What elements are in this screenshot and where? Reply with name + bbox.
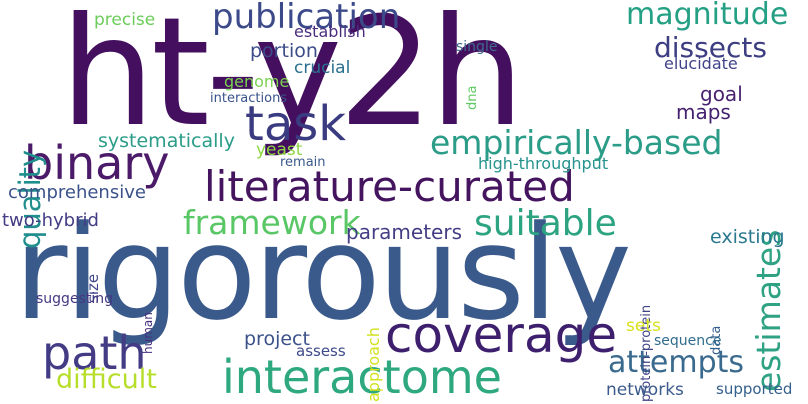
word-single: single	[456, 39, 498, 55]
word-approach: approach	[364, 327, 383, 402]
word-magnitude: magnitude	[626, 0, 789, 32]
word-comprehensive: comprehensive	[8, 182, 146, 203]
word-estimates: estimates	[749, 229, 788, 392]
word-genome: genome	[224, 72, 290, 91]
word-supported: supported	[716, 380, 793, 398]
word-literature-curated: literature-curated	[204, 162, 575, 211]
word-goal: goal	[700, 82, 743, 106]
word-sets: sets	[626, 316, 661, 336]
word-two-hybrid: two-hybrid	[2, 210, 99, 231]
word-task: task	[245, 96, 347, 152]
word-empirically-based: empirically-based	[430, 123, 723, 162]
word-remain: remain	[280, 155, 326, 170]
word-interactions: interactions	[210, 91, 288, 106]
word-difficult: difficult	[56, 364, 157, 395]
word-crucial: crucial	[294, 58, 351, 78]
word-project: project	[244, 328, 310, 350]
word-maps: maps	[676, 100, 731, 124]
word-dna: dna	[465, 85, 480, 110]
word-sequence: sequence	[654, 333, 722, 349]
word-suggesting: suggesting	[36, 291, 113, 307]
word-establish: establish	[294, 22, 366, 41]
word-ht-y2h: ht-y2h	[60, 0, 525, 160]
word-publication: publication	[212, 0, 401, 37]
word-suitable: suitable	[474, 203, 617, 244]
word-portion: portion	[250, 40, 318, 62]
word-path: path	[42, 326, 147, 380]
word-dissects: dissects	[654, 31, 767, 64]
word-interactome: interactome	[222, 350, 502, 404]
word-attempts: attempts	[608, 345, 745, 380]
word-elucidate: elucidate	[664, 54, 738, 73]
word-high-throughput: high-throughput	[478, 154, 609, 173]
word-binary: binary	[24, 136, 170, 190]
word-precise: precise	[94, 10, 156, 30]
word-coverage: coverage	[385, 306, 618, 364]
word-framework: framework	[183, 203, 361, 242]
word-systematically: systematically	[98, 130, 235, 152]
word-parameters: parameters	[346, 220, 463, 244]
word-existing: existing	[710, 226, 785, 248]
word-rigorously: rigorously	[14, 197, 632, 349]
word-yeast: yeast	[256, 140, 303, 160]
word-human: human	[141, 312, 155, 354]
word-assess: assess	[296, 342, 346, 360]
word-networks: networks	[606, 380, 684, 400]
